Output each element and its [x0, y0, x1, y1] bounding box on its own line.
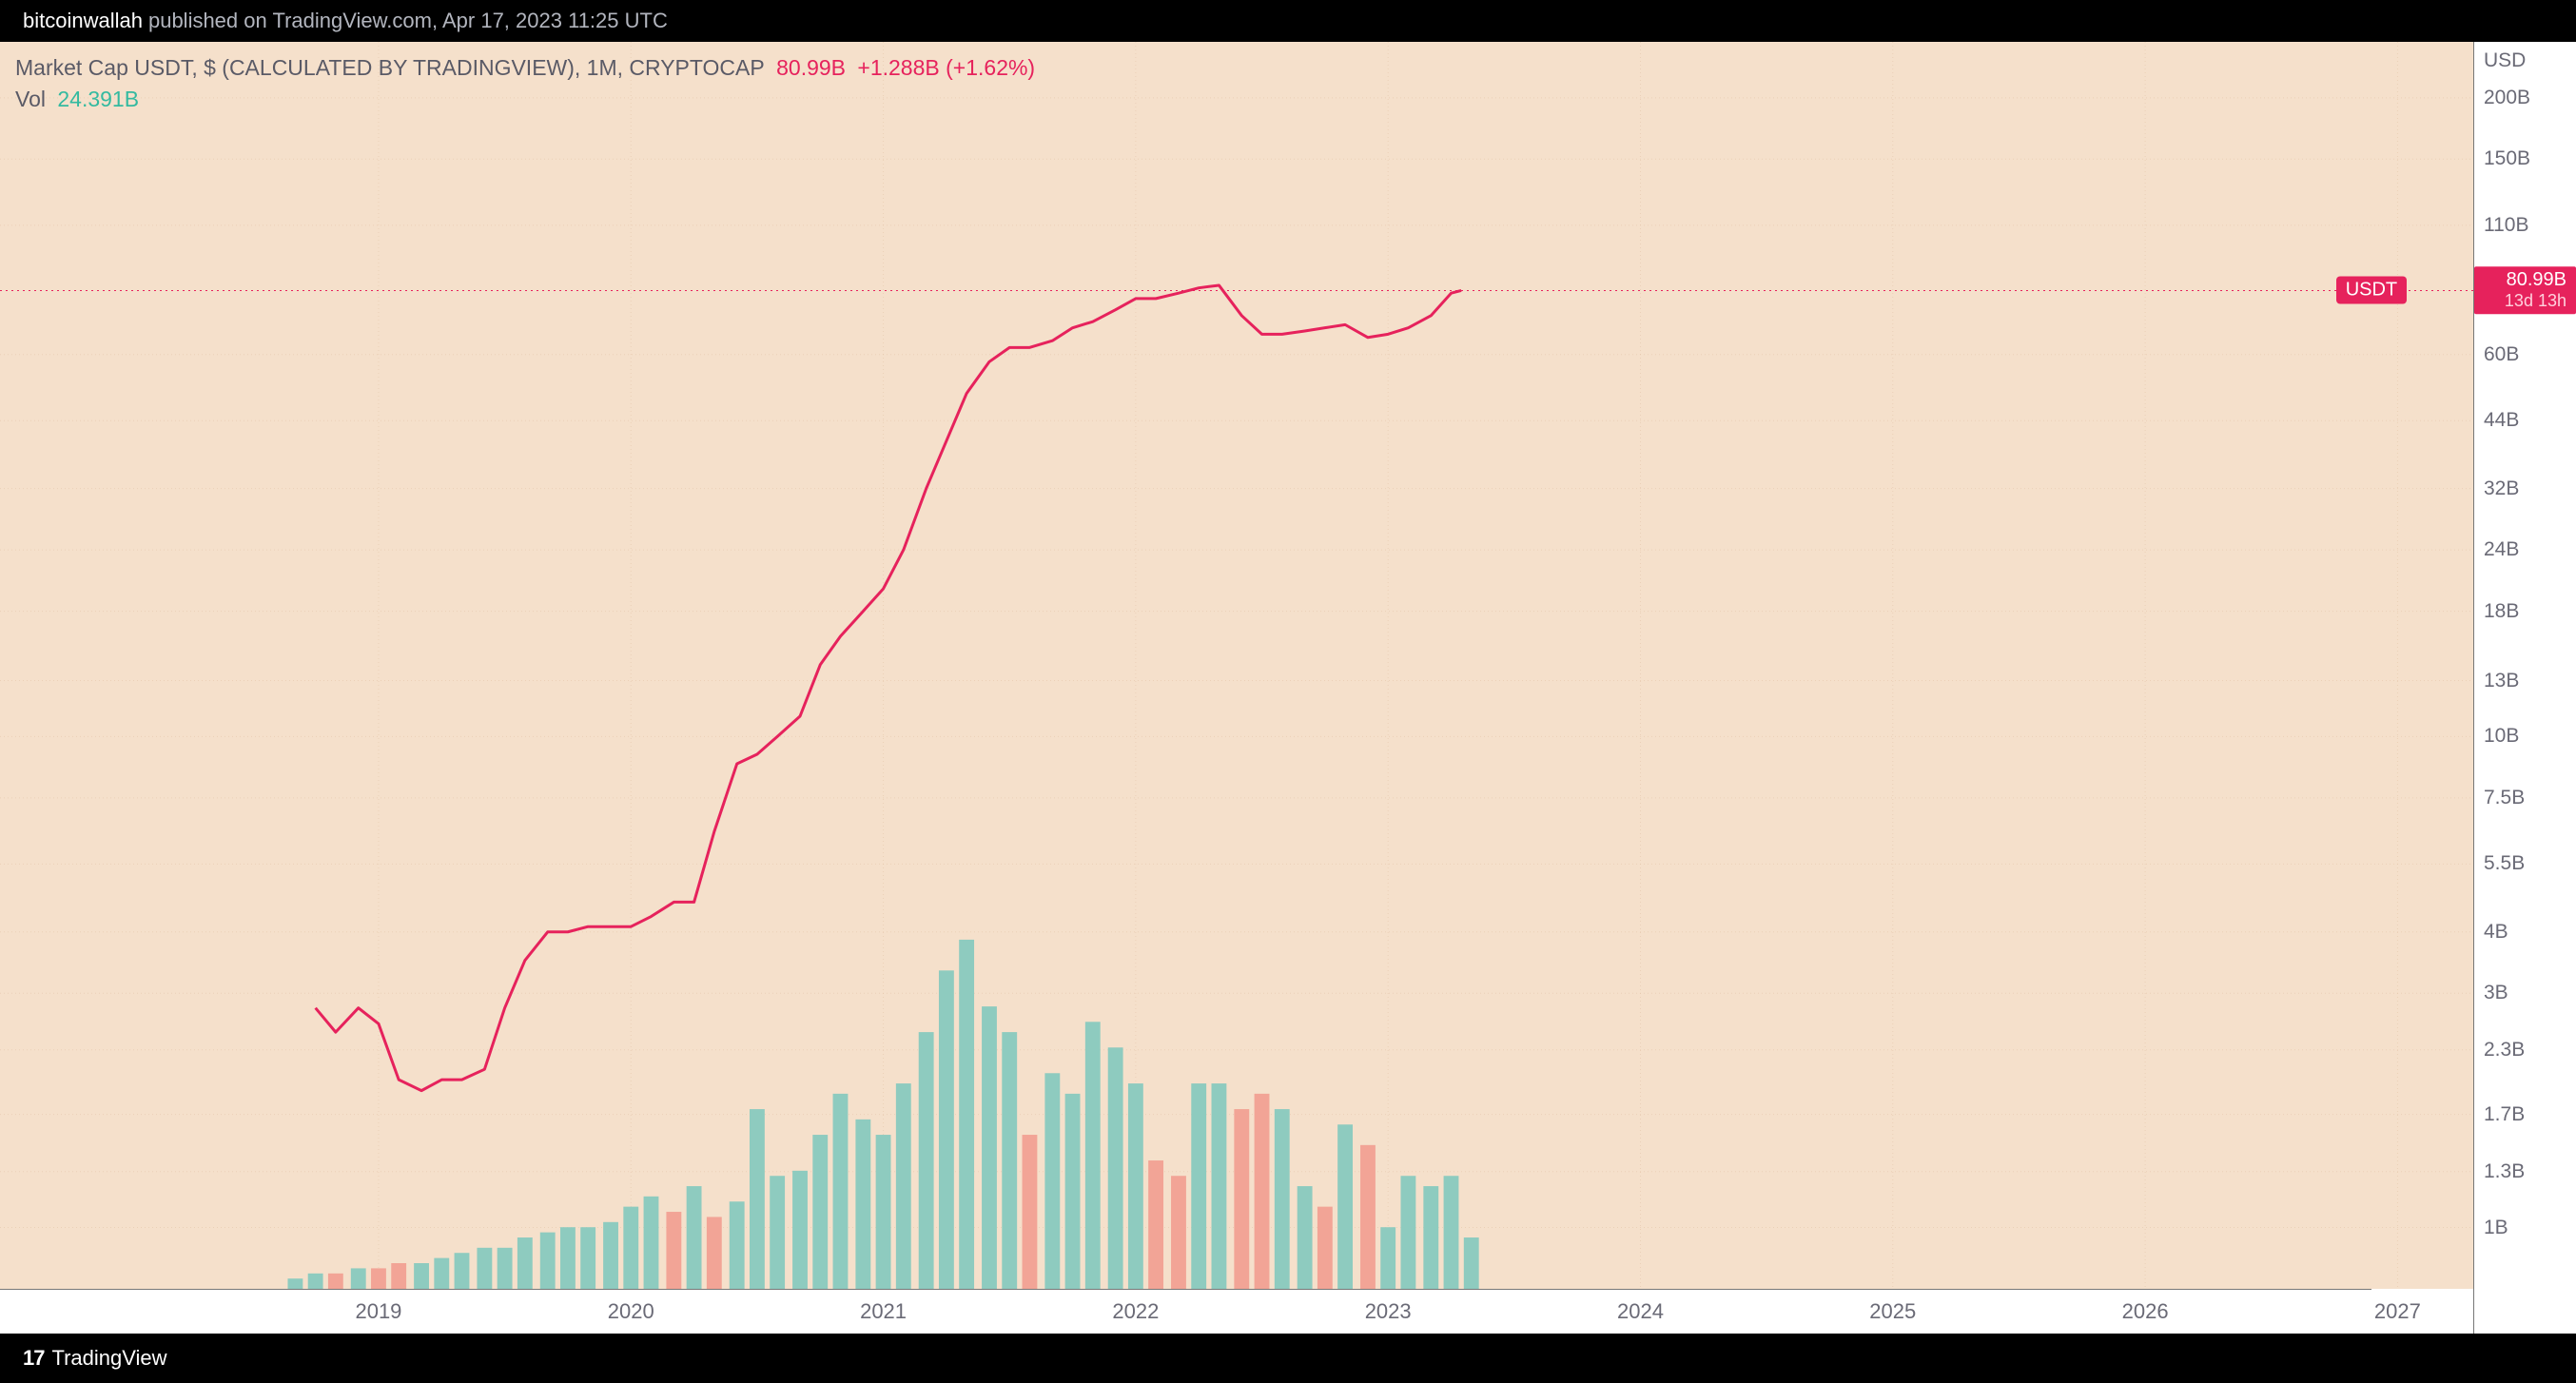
vol-label: Vol — [15, 87, 46, 111]
y-tick-label: 18B — [2484, 600, 2519, 623]
price-badge: 80.99B13d 13h — [2474, 267, 2576, 315]
y-unit-label: USD — [2484, 49, 2526, 72]
x-tick-label: 2026 — [2122, 1299, 2169, 1324]
plot-area[interactable]: Market Cap USDT, $ (CALCULATED BY TRADIN… — [0, 42, 2474, 1334]
x-tick-label: 2020 — [608, 1299, 654, 1324]
footer-bar: 17 TradingView — [0, 1334, 2576, 1383]
y-tick-label: 1B — [2484, 1217, 2508, 1239]
published-text: published on TradingView.com, Apr 17, 20… — [148, 9, 668, 33]
footer-brand: TradingView — [51, 1346, 166, 1371]
y-tick-label: 44B — [2484, 409, 2519, 432]
y-tick-label: 1.3B — [2484, 1160, 2525, 1183]
x-tick-label: 2025 — [1869, 1299, 1916, 1324]
legend: Market Cap USDT, $ (CALCULATED BY TRADIN… — [15, 55, 1041, 112]
usdt-badge: USDT — [2336, 277, 2407, 304]
y-tick-label: 200B — [2484, 87, 2530, 109]
tradingview-logo-icon: 17 — [23, 1346, 44, 1371]
y-tick-label: 60B — [2484, 343, 2519, 366]
x-tick-label: 2019 — [355, 1299, 401, 1324]
chart-svg — [0, 42, 2473, 1289]
chart-container: Market Cap USDT, $ (CALCULATED BY TRADIN… — [0, 42, 2576, 1334]
y-tick-label: 10B — [2484, 725, 2519, 748]
legend-title: Market Cap USDT, $ (CALCULATED BY TRADIN… — [15, 55, 765, 80]
legend-value: 80.99B — [776, 55, 846, 80]
y-tick-label: 5.5B — [2484, 852, 2525, 875]
header-bar: bitcoinwallah published on TradingView.c… — [0, 0, 2576, 42]
y-tick-label: 3B — [2484, 982, 2508, 1004]
y-tick-label: 13B — [2484, 670, 2519, 692]
x-tick-label: 2022 — [1112, 1299, 1159, 1324]
x-tick-label: 2023 — [1365, 1299, 1412, 1324]
x-axis: 201920202021202220232024202520262027 — [0, 1289, 2371, 1334]
y-axis[interactable]: USD 200B 150B 110B 60B 44B 32B 24B 18B 13B 10B 7.5… — [2474, 42, 2576, 1334]
x-tick-label: 2024 — [1617, 1299, 1664, 1324]
y-tick-label: 150B — [2484, 147, 2530, 170]
x-tick-label: 2027 — [2374, 1299, 2421, 1324]
legend-change: +1.288B (+1.62%) — [857, 55, 1035, 80]
y-tick-label: 4B — [2484, 921, 2508, 944]
y-tick-label: 32B — [2484, 477, 2519, 500]
author-name: bitcoinwallah — [23, 9, 143, 33]
x-tick-label: 2021 — [860, 1299, 907, 1324]
vol-value: 24.391B — [57, 87, 139, 111]
y-tick-label: 2.3B — [2484, 1039, 2525, 1062]
y-tick-label: 110B — [2484, 214, 2529, 237]
y-tick-label: 1.7B — [2484, 1103, 2525, 1126]
y-tick-label: 24B — [2484, 538, 2519, 561]
y-tick-label: 7.5B — [2484, 787, 2525, 809]
